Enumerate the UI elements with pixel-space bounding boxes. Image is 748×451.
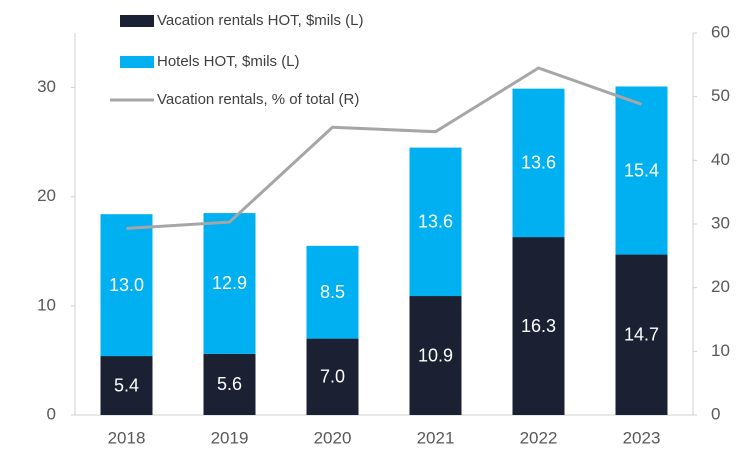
- value-label: 10.9: [418, 345, 453, 365]
- value-label: 12.9: [212, 273, 247, 293]
- bar-segment: [409, 147, 462, 297]
- y2-tick-label: 10: [711, 341, 730, 360]
- value-label: 5.4: [114, 375, 139, 395]
- x-tick-label: 2018: [108, 428, 146, 447]
- x-tick-label: 2020: [314, 428, 352, 447]
- bar-segment: [100, 214, 153, 357]
- value-label: 16.3: [521, 316, 556, 336]
- bar-segment: [615, 86, 668, 255]
- y-tick-label: 30: [37, 77, 56, 96]
- y-tick-label: 0: [47, 404, 56, 423]
- bar-segment: [512, 88, 565, 238]
- bar-segment: [306, 338, 359, 415]
- value-label: 13.6: [418, 212, 453, 232]
- bar-segment: [409, 296, 462, 415]
- y2-tick-label: 20: [711, 277, 730, 296]
- legend-label: Vacation rentals, % of total (R): [157, 91, 359, 108]
- value-label: 15.4: [624, 160, 659, 180]
- x-tick-label: 2021: [417, 428, 455, 447]
- bar-segment: [306, 245, 359, 339]
- value-label: 7.0: [320, 367, 345, 387]
- value-label: 8.5: [320, 282, 345, 302]
- bar-segment: [100, 356, 153, 415]
- legend-swatch: [120, 15, 154, 27]
- x-tick-label: 2019: [211, 428, 249, 447]
- bar-segment: [203, 353, 256, 415]
- y2-tick-label: 60: [711, 22, 730, 41]
- legend-label: Vacation rentals HOT, $mils (L): [157, 12, 363, 29]
- y2-tick-label: 30: [711, 213, 730, 232]
- y2-tick-label: 50: [711, 86, 730, 105]
- bar-segment: [203, 213, 256, 354]
- value-label: 14.7: [624, 325, 659, 345]
- y-tick-label: 10: [37, 295, 56, 314]
- y2-tick-label: 40: [711, 150, 730, 169]
- value-label: 13.6: [521, 153, 556, 173]
- value-label: 13.0: [109, 275, 144, 295]
- bar-segment: [615, 254, 668, 415]
- y2-tick-label: 0: [711, 404, 720, 423]
- x-tick-label: 2022: [520, 428, 558, 447]
- legend-label: Hotels HOT, $mils (L): [157, 53, 300, 70]
- y-tick-label: 20: [37, 186, 56, 205]
- x-tick-label: 2023: [623, 428, 661, 447]
- bar-segment: [512, 237, 565, 415]
- value-label: 5.6: [217, 374, 242, 394]
- legend-swatch: [120, 56, 154, 68]
- line: [126, 66, 642, 230]
